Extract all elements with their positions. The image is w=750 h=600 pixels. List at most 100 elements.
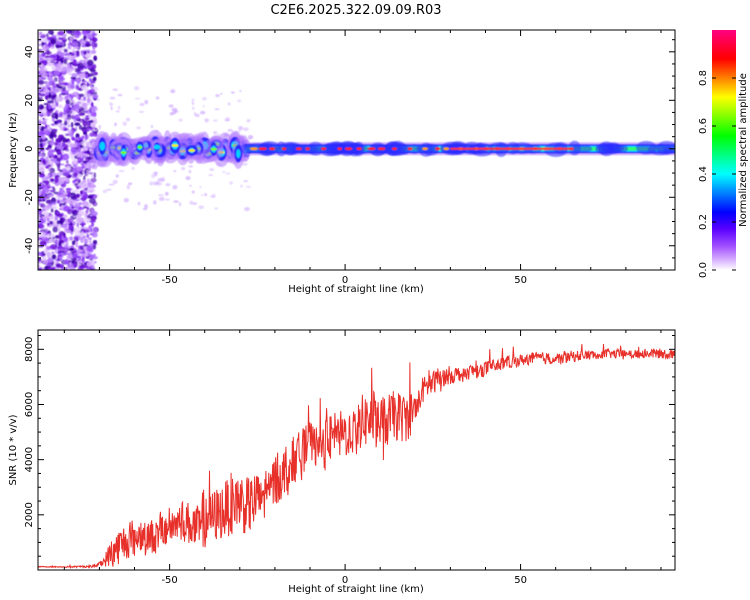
noise-blob [57, 245, 63, 249]
noise-blob [73, 262, 77, 268]
noise-blob [68, 94, 77, 98]
noise-blob [56, 148, 62, 156]
noise-blob [40, 203, 46, 208]
colorbar-tick-label: 0.4 [698, 166, 709, 182]
noise-blob [77, 157, 82, 164]
noise-blob [84, 229, 90, 233]
noise-blob [82, 80, 85, 84]
noise-blob [70, 76, 77, 80]
noise-blob [76, 193, 81, 198]
band-peak [210, 147, 218, 151]
noise-blob [58, 61, 62, 68]
noise-blob [44, 57, 52, 60]
faint-speckle [209, 195, 215, 198]
faint-speckle [199, 110, 206, 115]
noise-blob [54, 160, 60, 164]
noise-blob [74, 202, 79, 205]
noise-blob [45, 140, 49, 144]
noise-blob [91, 232, 98, 238]
noise-blob [42, 259, 49, 265]
noise-blob [67, 263, 74, 270]
faint-speckle [152, 200, 157, 205]
noise-blob [67, 124, 71, 128]
noise-blob [60, 70, 68, 74]
narrow-band-bulge [596, 143, 620, 152]
noise-blob [93, 253, 96, 257]
noise-blob [38, 257, 42, 262]
noise-blob [42, 187, 50, 193]
noise-blob [81, 30, 87, 35]
noise-blob [58, 67, 62, 72]
faint-speckle [115, 110, 120, 113]
spectrogram-axes: -50 0 50 -40 -20 0 20 40 [24, 30, 675, 286]
noise-blob [38, 79, 45, 85]
noise-blob [66, 159, 69, 164]
faint-speckle [144, 204, 148, 209]
noise-blob [86, 206, 90, 211]
noise-blob [62, 142, 67, 148]
faint-speckle [204, 118, 210, 123]
noise-blob [73, 32, 80, 35]
noise-blob [50, 140, 55, 146]
faint-speckle [198, 205, 205, 209]
noise-blob [50, 86, 54, 92]
noise-blob [58, 37, 64, 40]
noise-blob [92, 239, 98, 245]
snr-xtick-label: 0 [342, 575, 348, 586]
noise-blob [46, 222, 50, 226]
noise-blob [58, 104, 63, 109]
noise-blob [92, 94, 99, 99]
noise-blob [54, 214, 59, 221]
faint-speckle [208, 174, 213, 177]
noise-blob [82, 120, 88, 127]
noise-blob [73, 114, 81, 120]
noise-blob [90, 49, 97, 54]
faint-speckle [181, 166, 186, 171]
noise-blob [91, 221, 94, 227]
noise-blob [65, 166, 72, 171]
spectrogram-ytick-label: -20 [24, 189, 35, 205]
noise-blob [59, 58, 63, 62]
noise-blob [76, 79, 81, 84]
faint-speckle [243, 180, 249, 183]
noise-blob [65, 95, 69, 99]
noise-blob [50, 38, 57, 45]
noise-blob [59, 219, 64, 226]
noise-blob [48, 92, 52, 99]
noise-blob [60, 179, 65, 185]
noise-blob [82, 170, 85, 174]
snr-frame [37, 329, 676, 571]
noise-blob [83, 175, 86, 182]
noise-blob [84, 43, 92, 47]
faint-speckle [249, 137, 252, 140]
narrow-band-peak [258, 147, 267, 151]
noise-blob [63, 58, 68, 65]
faint-speckle [151, 173, 156, 179]
noise-blob [81, 165, 85, 169]
noise-blob [65, 99, 71, 105]
narrow-band-bulge [328, 141, 346, 155]
noise-blob [50, 158, 57, 162]
faint-speckle [94, 194, 99, 197]
noise-blob [79, 98, 87, 102]
noise-blob [39, 217, 44, 224]
band-center [99, 141, 106, 151]
noise-blob [74, 137, 79, 141]
noise-blob [42, 159, 47, 166]
spectrogram-heatmap [38, 30, 675, 270]
band-peak [188, 149, 196, 152]
noise-blob [62, 247, 70, 253]
noise-blob [91, 108, 96, 113]
noise-blob [88, 172, 94, 175]
narrow-band-peak [377, 147, 386, 151]
faint-speckle [134, 86, 140, 91]
narrow-band-bulge [571, 144, 593, 153]
noise-blob [93, 55, 98, 62]
noise-blob [67, 84, 72, 92]
faint-speckle [173, 109, 178, 114]
noise-blob [64, 266, 68, 270]
narrow-band-ridge [450, 147, 574, 150]
faint-speckle [191, 190, 195, 194]
faint-speckle [178, 118, 183, 122]
noise-blob [88, 189, 94, 194]
